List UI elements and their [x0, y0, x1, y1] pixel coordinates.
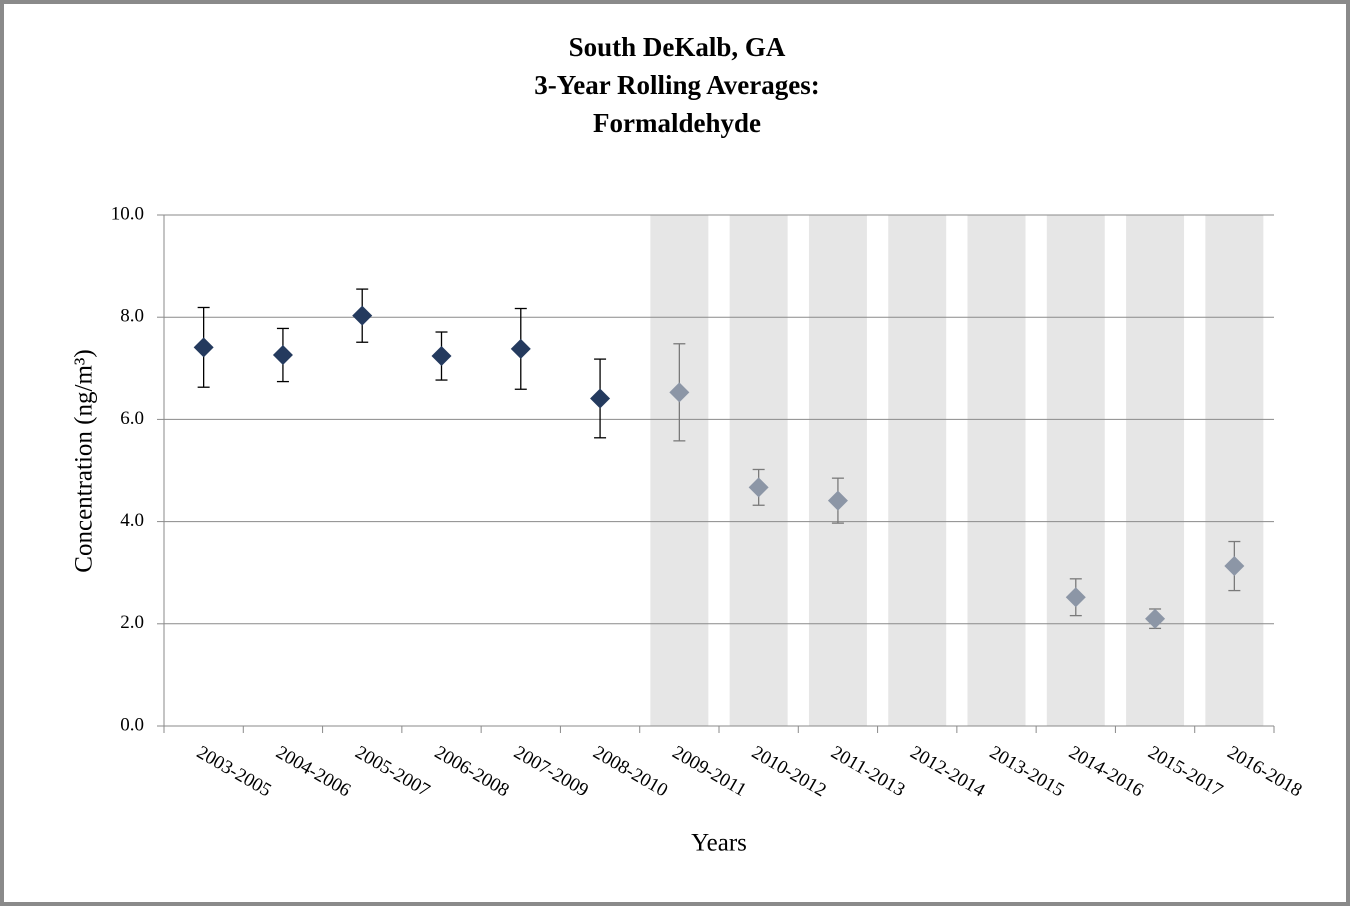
marker — [272, 345, 293, 366]
marker — [431, 346, 452, 367]
marker — [1065, 587, 1086, 608]
y-tick-label: 2.0 — [120, 612, 144, 633]
marker — [590, 388, 611, 409]
shaded-band — [888, 215, 947, 726]
marker — [1224, 556, 1245, 577]
x-axis-title: Years — [691, 830, 747, 857]
shaded-band — [808, 215, 867, 726]
shaded-band — [1205, 215, 1264, 726]
shaded-band — [1126, 215, 1185, 726]
chart-title: 3-Year Rolling Averages: — [534, 70, 819, 100]
shaded-band — [967, 215, 1026, 726]
chart-title: Formaldehyde — [593, 108, 761, 138]
marker — [193, 337, 214, 358]
shaded-band — [650, 215, 709, 726]
y-tick-label: 6.0 — [120, 408, 144, 429]
marker — [748, 477, 769, 498]
y-tick-label: 8.0 — [120, 306, 144, 327]
marker — [1145, 608, 1166, 629]
marker — [669, 382, 690, 403]
marker — [352, 305, 373, 326]
y-tick-label: 4.0 — [120, 510, 144, 531]
chart-title: South DeKalb, GA — [569, 32, 786, 62]
marker — [827, 490, 848, 511]
y-axis-title: Concentration (ng/m³) — [71, 349, 98, 572]
marker — [510, 338, 531, 359]
y-tick-label: 0.0 — [120, 714, 144, 735]
shaded-band — [1046, 215, 1105, 726]
y-tick-label: 10.0 — [111, 203, 144, 224]
